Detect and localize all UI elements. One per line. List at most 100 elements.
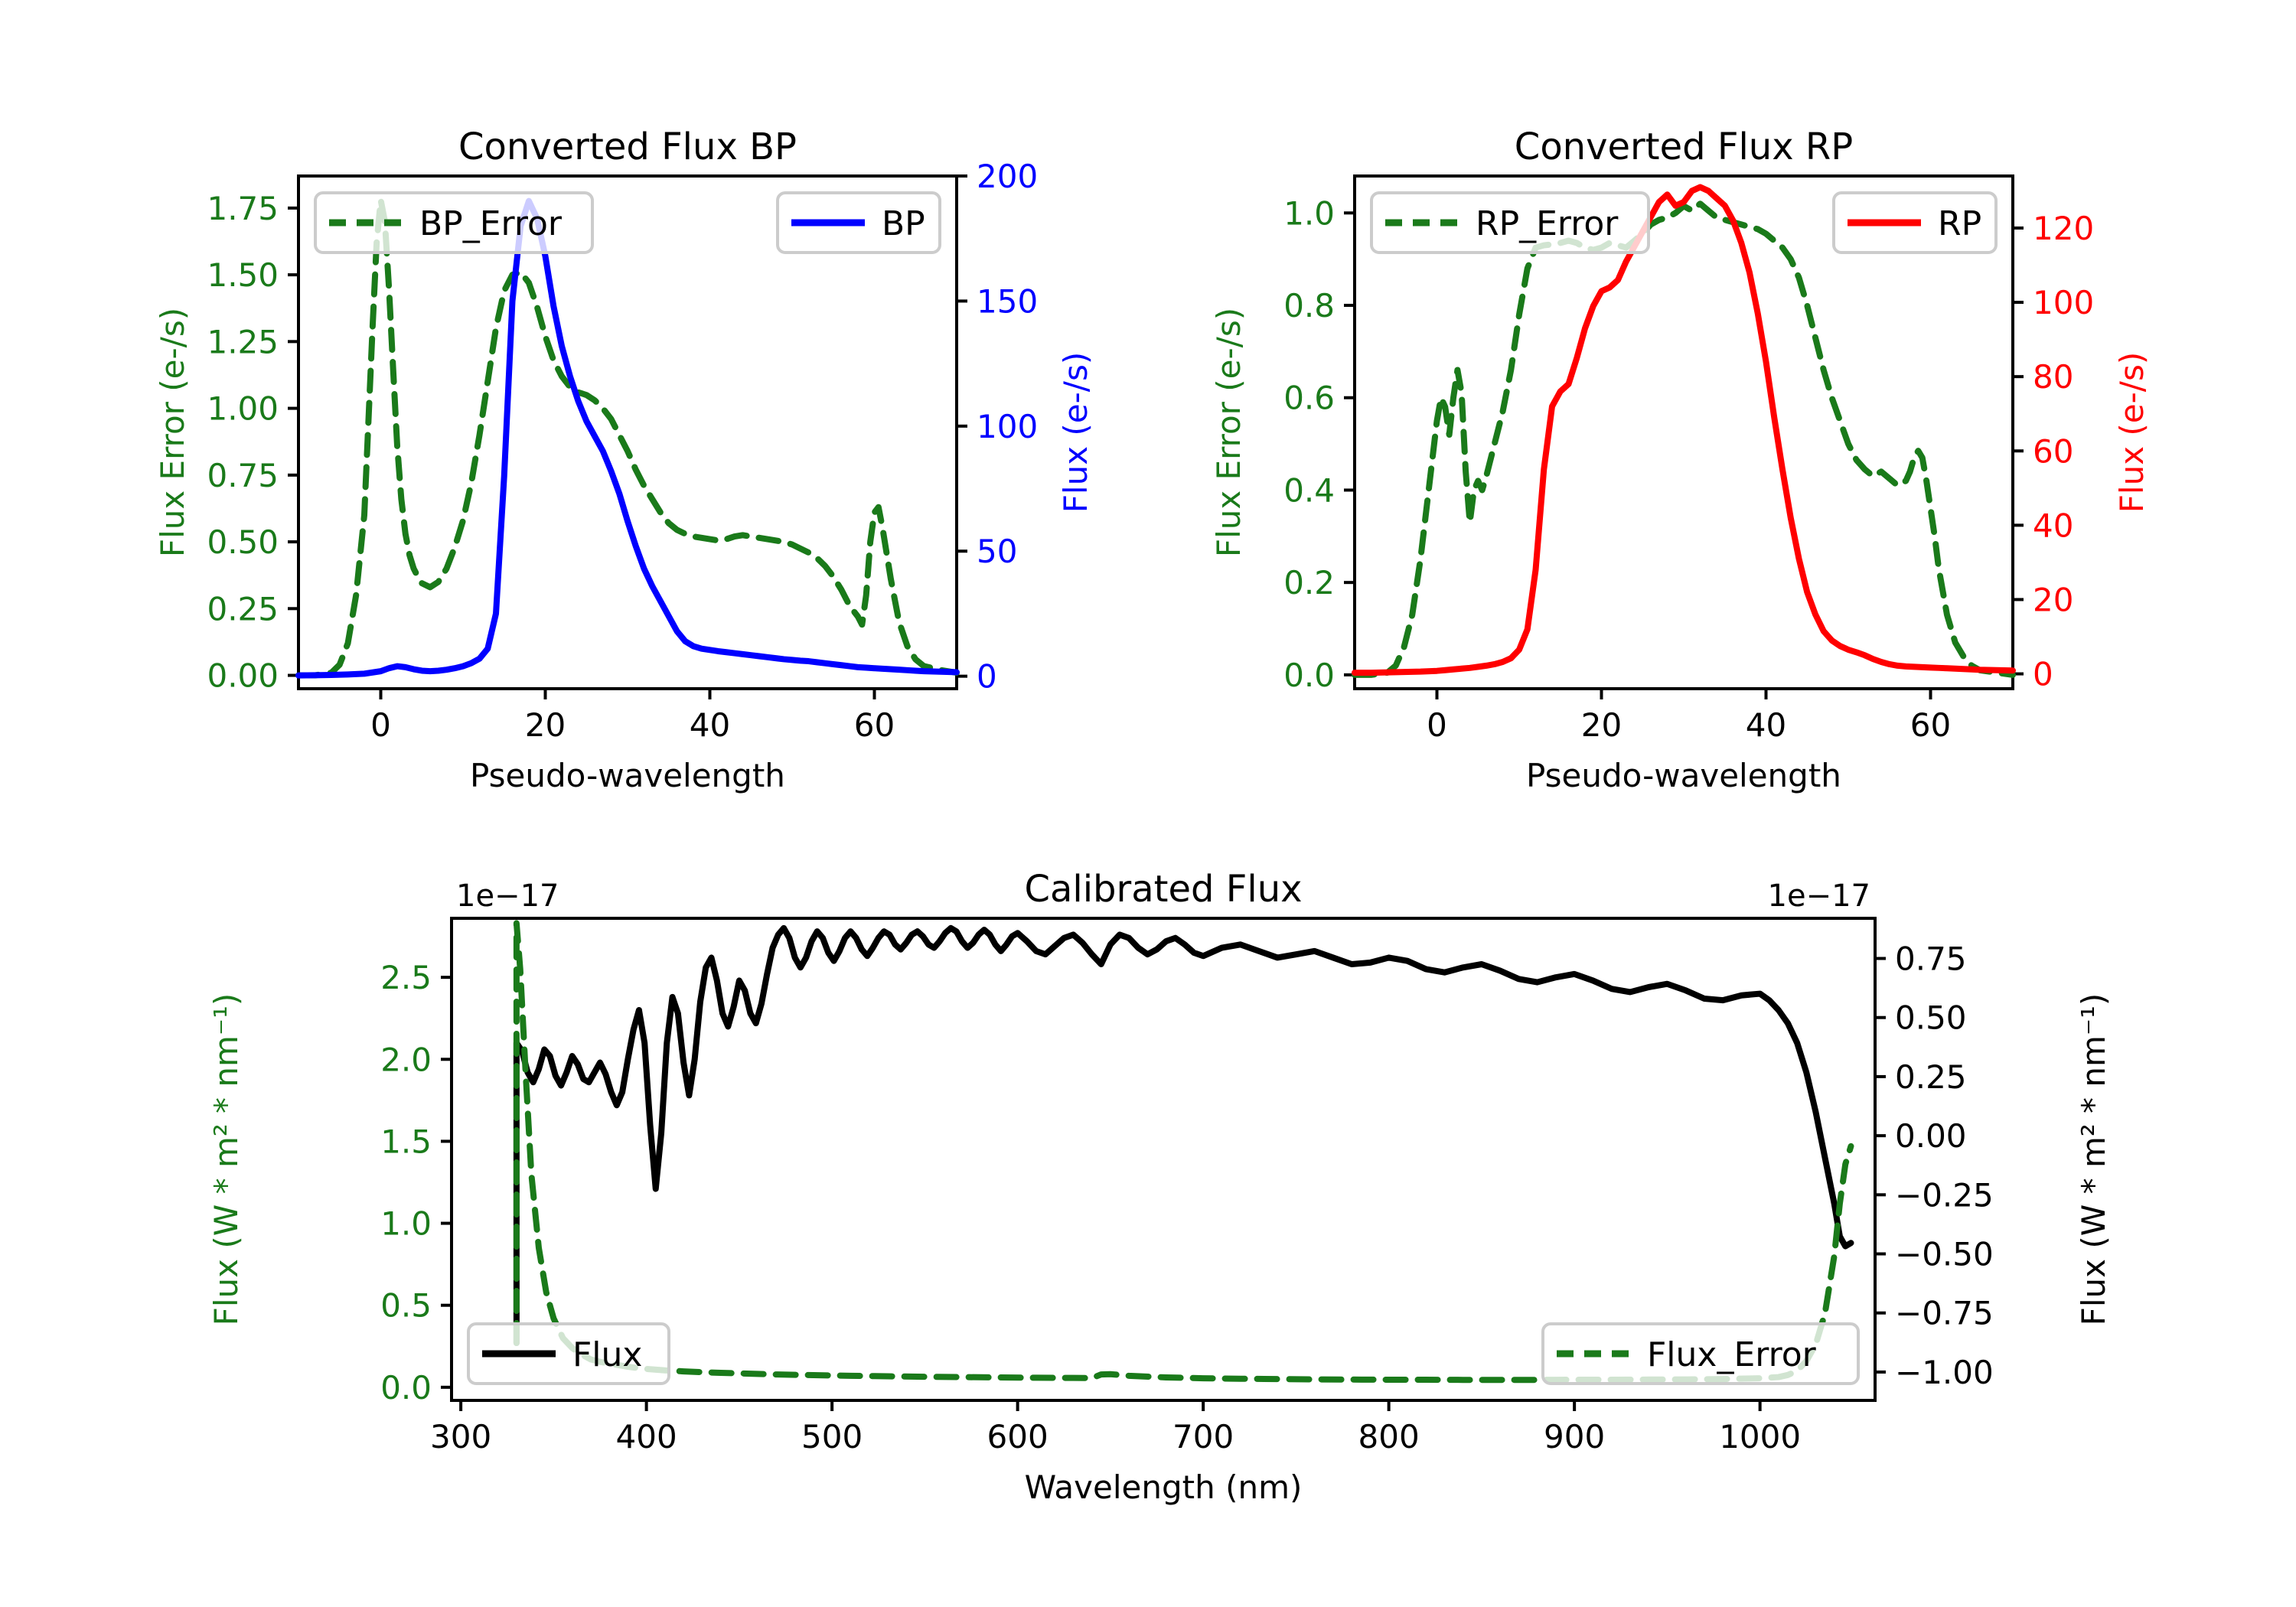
y-tick-label-left: 1.25 bbox=[207, 323, 279, 360]
x-tick-label: 20 bbox=[1581, 706, 1622, 744]
x-tick-label: 60 bbox=[854, 706, 895, 744]
series-bp_error bbox=[295, 197, 960, 679]
x-tick-label: 0 bbox=[370, 706, 391, 744]
x-tick-label: 800 bbox=[1358, 1418, 1420, 1455]
y-tick-label-right: −1.00 bbox=[1895, 1354, 1994, 1391]
offset-text-right: 1e−17 bbox=[1768, 878, 1870, 914]
x-tick-label: 0 bbox=[1427, 706, 1447, 744]
y-tick-label-right: −0.75 bbox=[1895, 1295, 1994, 1332]
legend-flux-error-box[interactable] bbox=[1541, 1322, 1860, 1385]
y-tick-label-right: 200 bbox=[977, 158, 1038, 195]
plot-title: Converted Flux BP bbox=[458, 125, 797, 168]
y-tick-label-left: 0.8 bbox=[1283, 287, 1335, 324]
legend-bp-error-box[interactable] bbox=[314, 191, 594, 254]
y-tick-label-left: 0.6 bbox=[1283, 380, 1335, 417]
legend-bp-error[interactable]: BP_Error bbox=[314, 191, 594, 254]
x-tick-label: 700 bbox=[1172, 1418, 1234, 1455]
y-tick-label-left: 0.4 bbox=[1283, 471, 1335, 509]
plot-container: 0 20 40 60 0.0 0.2 0.4 0.6 0.8 1.0 0 20 40 60 80 100 120… bbox=[1125, 92, 2242, 865]
axes-frame bbox=[450, 917, 1877, 1402]
plot-container: 0 20 40 60 0.00 0.25 0.50 0.75 1.00 1.25 1.50 1.75 0… bbox=[69, 92, 1186, 865]
plot-calibrated-flux: 300 400 500 600 700 800 900 1000 0.0 0.5 1.0 1.5 2.0… bbox=[207, 868, 2112, 1506]
legend-flux-error[interactable]: Flux_Error bbox=[1541, 1322, 1860, 1385]
x-tick-label: 60 bbox=[1910, 706, 1951, 744]
x-axis-label: Pseudo-wavelength bbox=[1526, 757, 1841, 794]
y-tick-label-right: 0.00 bbox=[1895, 1117, 1967, 1155]
y-tick-label-right: 40 bbox=[2033, 507, 2073, 544]
y-tick-label-left: 1.0 bbox=[380, 1205, 432, 1243]
y-tick-label-right: 50 bbox=[977, 533, 1017, 570]
axes-frame bbox=[297, 174, 958, 690]
y-tick-label-left: 0.00 bbox=[207, 657, 279, 695]
x-tick-label: 40 bbox=[1746, 706, 1786, 744]
y-axis-label-left: Flux (W * m² * nm⁻¹) bbox=[207, 993, 245, 1326]
y-tick-label-right: 80 bbox=[2033, 358, 2073, 396]
y-tick-label-right: 0 bbox=[2033, 656, 2053, 693]
y-tick-label-right: 60 bbox=[2033, 432, 2073, 470]
y-tick-label-left: 0.5 bbox=[380, 1287, 432, 1325]
y-tick-label-right: 0.75 bbox=[1895, 940, 1967, 978]
x-axis-label: Wavelength (nm) bbox=[1025, 1468, 1303, 1506]
y-axis-label-left: Flux Error (e-/s) bbox=[1210, 308, 1247, 557]
y-axis-label-right: Flux (e-/s) bbox=[1057, 352, 1094, 513]
y-tick-label-right: 150 bbox=[977, 282, 1038, 320]
plot-title: Calibrated Flux bbox=[1024, 868, 1302, 911]
x-tick-label: 300 bbox=[430, 1418, 491, 1455]
legend-bp-error-label: BP_Error bbox=[419, 204, 563, 243]
y-tick-label-right: 20 bbox=[2033, 581, 2073, 618]
y-tick-label-right: 0.25 bbox=[1895, 1058, 1967, 1096]
y-tick-label-left: 2.5 bbox=[380, 959, 432, 996]
y-tick-label-left: 0.75 bbox=[207, 457, 279, 494]
y-tick-label-left: 1.50 bbox=[207, 256, 279, 294]
legend-flux-box[interactable] bbox=[467, 1322, 670, 1385]
y-tick-label-left: 1.5 bbox=[380, 1123, 432, 1160]
y-tick-label-left: 0.25 bbox=[207, 590, 279, 627]
y-tick-label-left: 0.0 bbox=[380, 1369, 432, 1407]
x-tick-label: 500 bbox=[801, 1418, 863, 1455]
series-flux bbox=[513, 924, 1854, 1346]
x-tick-label: 40 bbox=[690, 706, 730, 744]
y-tick-label-left: 1.75 bbox=[207, 190, 279, 227]
legend-flux[interactable]: Flux bbox=[467, 1322, 670, 1385]
x-axis-label: Pseudo-wavelength bbox=[470, 757, 785, 794]
y-tick-label-right: 0.50 bbox=[1895, 999, 1967, 1037]
x-tick-label: 20 bbox=[525, 706, 566, 744]
legend-bp-label: BP bbox=[882, 204, 925, 243]
plot-title: Converted Flux RP bbox=[1515, 125, 1853, 168]
legend-rp[interactable]: RP bbox=[1832, 191, 1998, 254]
series-rp_error bbox=[1352, 200, 2016, 678]
y-tick-label-left: 1.00 bbox=[207, 390, 279, 428]
y-tick-label-right: 120 bbox=[2033, 210, 2094, 247]
y-tick-label-left: 0.2 bbox=[1283, 564, 1335, 601]
legend-flux-label: Flux bbox=[572, 1335, 642, 1374]
legend-rp-error-label: RP_Error bbox=[1476, 204, 1619, 243]
y-tick-label-right: 100 bbox=[977, 408, 1038, 445]
legend-bp[interactable]: BP bbox=[776, 191, 941, 254]
y-axis-label-right: Flux (W * m² * nm⁻¹) bbox=[2075, 993, 2112, 1326]
y-tick-label-left: 0.50 bbox=[207, 523, 279, 561]
legend-rp-label: RP bbox=[1938, 204, 1981, 243]
x-tick-label: 600 bbox=[987, 1418, 1049, 1455]
y-tick-label-left: 0.0 bbox=[1283, 657, 1335, 694]
offset-text-left: 1e−17 bbox=[456, 878, 559, 914]
legend-rp-error-box[interactable] bbox=[1370, 191, 1650, 254]
x-tick-label: 400 bbox=[616, 1418, 677, 1455]
legend-flux-error-label: Flux_Error bbox=[1647, 1335, 1817, 1374]
y-tick-label-left: 2.0 bbox=[380, 1041, 432, 1078]
y-tick-label-right: −0.50 bbox=[1895, 1236, 1994, 1273]
x-tick-label: 900 bbox=[1544, 1418, 1605, 1455]
series-rp bbox=[1352, 184, 2016, 676]
axes-frame bbox=[1353, 174, 2014, 690]
y-axis-label-left: Flux Error (e-/s) bbox=[154, 308, 191, 557]
plot-converted-flux-rp: 0 20 40 60 0.0 0.2 0.4 0.6 0.8 1.0 0 20 40 60 80 100 120… bbox=[1210, 125, 2151, 794]
series-bp bbox=[295, 197, 960, 679]
y-tick-label-right: −0.25 bbox=[1895, 1176, 1994, 1214]
y-axis-label-right: Flux (e-/s) bbox=[2113, 352, 2151, 513]
y-tick-label-left: 1.0 bbox=[1283, 194, 1335, 232]
plot-converted-flux-bp: 0 20 40 60 0.00 0.25 0.50 0.75 1.00 1.25 1.50 1.75 0… bbox=[154, 125, 1094, 794]
legend-rp-error[interactable]: RP_Error bbox=[1370, 191, 1650, 254]
y-tick-label-right: 100 bbox=[2033, 284, 2094, 321]
plot-container: 300 400 500 600 700 800 900 1000 0.0 0.5 1.0 1.5 2.0… bbox=[84, 834, 2242, 1569]
x-tick-label: 1000 bbox=[1719, 1418, 1801, 1455]
